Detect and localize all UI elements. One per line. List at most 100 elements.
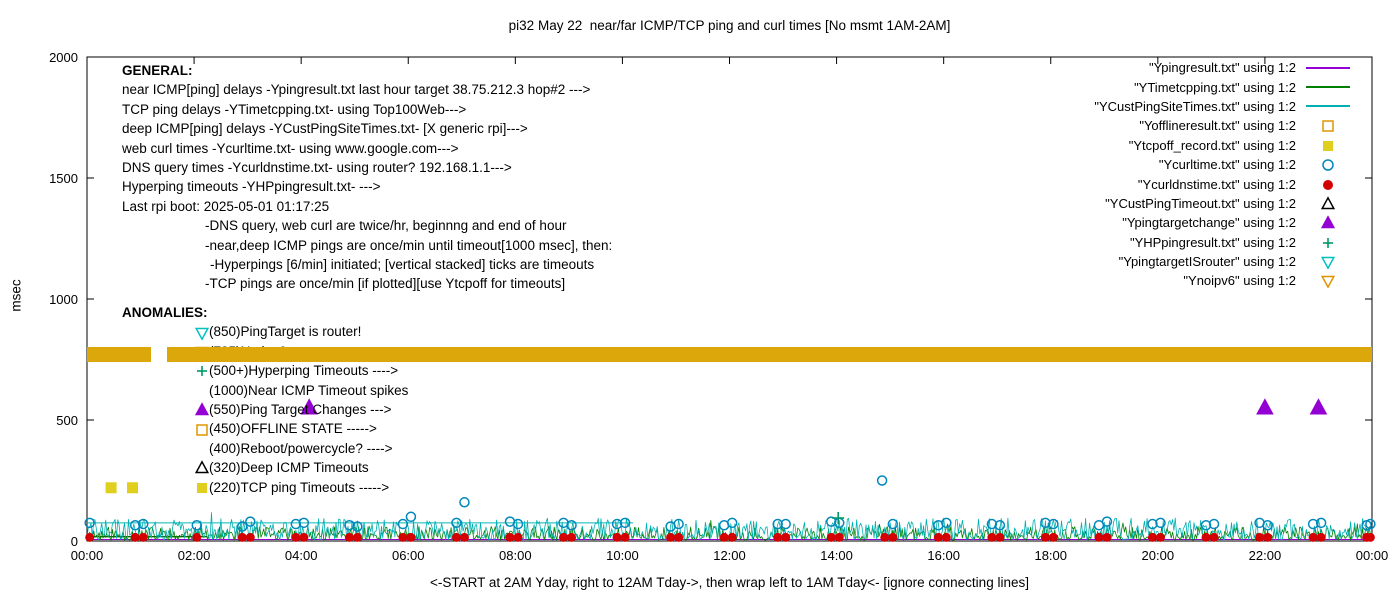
anomaly-item: (850)PingTarget is router! bbox=[193, 322, 408, 341]
chart-title: pi32 May 22 near/far ICMP/TCP ping and c… bbox=[508, 18, 951, 33]
x-tick-label: 02:00 bbox=[178, 548, 211, 563]
legend-sample bbox=[1302, 86, 1354, 89]
anomaly-item: (1000)Near ICMP Timeout spikes bbox=[193, 381, 408, 400]
legend-item: "YpingtargetISrouter" using 1:2 bbox=[1094, 252, 1354, 271]
square-filled-icon bbox=[193, 480, 209, 495]
anomalies-notes: ANOMALIES: (850)PingTarget is router! (735… bbox=[122, 303, 408, 497]
legend-item: "YTimetcpping.txt" using 1:2 bbox=[1094, 77, 1354, 96]
legend-sample bbox=[1302, 157, 1354, 172]
legend-label: "Ycurltime.txt" using 1:2 bbox=[1158, 157, 1296, 173]
tridown-open-icon bbox=[1320, 276, 1336, 289]
triangle-open-icon bbox=[1320, 196, 1336, 210]
legend-sample bbox=[1302, 254, 1354, 270]
line-sample-icon bbox=[1306, 105, 1350, 108]
x-tick-label: 10:00 bbox=[606, 548, 639, 563]
triangle-filled-icon bbox=[194, 402, 209, 416]
legend-label: "Ypingtargetchange" using 1:2 bbox=[1122, 215, 1296, 231]
legend-label: "YCustPingSiteTimes.txt" using 1:2 bbox=[1094, 98, 1296, 114]
legend-item: "Ypingresult.txt" using 1:2 bbox=[1094, 58, 1354, 77]
legend-sample bbox=[1302, 105, 1354, 108]
y-tick-label: 0 bbox=[71, 534, 78, 549]
line-sample-icon bbox=[1306, 86, 1350, 89]
general-heading: GENERAL: bbox=[122, 63, 193, 78]
x-axis-title: <-START at 2AM Yday, right to 12AM Tday-… bbox=[430, 575, 1029, 590]
circle-filled-icon bbox=[1323, 179, 1333, 190]
series-Ypingtargetchange bbox=[300, 398, 1328, 415]
x-tick-label: 18:00 bbox=[1034, 548, 1067, 563]
anomaly-text: (1000)Near ICMP Timeout spikes bbox=[209, 382, 409, 398]
triangle-open-icon bbox=[193, 460, 209, 475]
anomaly-text: (450)OFFLINE STATE -----> bbox=[209, 421, 377, 437]
legend-label: "Ynoipv6" using 1:2 bbox=[1183, 273, 1296, 289]
general-line: Last rpi boot: 2025-05-01 01:17:25 bbox=[122, 198, 330, 214]
legend-sample bbox=[1302, 177, 1354, 192]
line-sample-icon bbox=[1306, 66, 1350, 69]
legend-label: "YpingtargetISrouter" using 1:2 bbox=[1118, 254, 1296, 270]
anomaly-text: (850)PingTarget is router! bbox=[209, 324, 362, 340]
tridown-open-icon bbox=[193, 344, 209, 359]
y-tick-label: 1500 bbox=[49, 171, 78, 186]
x-tick-label: 16:00 bbox=[927, 548, 960, 563]
chart-legend: "Ypingresult.txt" using 1:2 "YTimetcpping… bbox=[1094, 58, 1354, 291]
legend-sample bbox=[1302, 235, 1354, 250]
legend-item: "Ytcpoff_record.txt" using 1:2 bbox=[1094, 136, 1354, 155]
plus-icon bbox=[1323, 237, 1333, 248]
x-tick-label: 08:00 bbox=[499, 548, 532, 563]
x-tick-label: 00:00 bbox=[1356, 548, 1389, 563]
legend-label: "Ycurldnstime.txt" using 1:2 bbox=[1137, 176, 1296, 192]
legend-item: "Ynoipv6" using 1:2 bbox=[1094, 271, 1354, 290]
legend-sample bbox=[1302, 273, 1354, 289]
x-tick-label: 00:00 bbox=[71, 548, 104, 563]
series-YHPpingresult.txt bbox=[832, 512, 845, 525]
general-line: Hyperping timeouts -YHPpingresult.txt- -… bbox=[122, 179, 381, 195]
x-tick-label: 22:00 bbox=[1249, 548, 1282, 563]
x-tick-label: 12:00 bbox=[713, 548, 746, 563]
legend-item: "YCustPingSiteTimes.txt" using 1:2 bbox=[1094, 97, 1354, 116]
legend-sample bbox=[1302, 118, 1354, 133]
anomaly-item: (220)TCP ping Timeouts -----> bbox=[193, 478, 408, 497]
axes: 00:00 02:00 04:00 06:00 08:00 10:00 12:00 14:00… bbox=[49, 50, 1388, 563]
legend-item: "YCustPingTimeout.txt" using 1:2 bbox=[1094, 194, 1354, 213]
anomaly-item: (450)OFFLINE STATE -----> bbox=[193, 419, 408, 438]
legend-sample bbox=[1302, 138, 1354, 153]
anomaly-item: (735)No ipv6 -----> bbox=[193, 342, 408, 361]
x-tick-label: 06:00 bbox=[392, 548, 425, 563]
y-tick-label: 2000 bbox=[49, 50, 78, 65]
anomaly-text: (220)TCP ping Timeouts -----> bbox=[209, 479, 390, 495]
anomaly-text: (500+)Hyperping Timeouts ----> bbox=[209, 363, 399, 379]
circle-open-icon bbox=[1322, 159, 1334, 171]
legend-item: "Ypingtargetchange" using 1:2 bbox=[1094, 213, 1354, 232]
anomalies-heading: ANOMALIES: bbox=[122, 305, 208, 320]
legend-label: "YTimetcpping.txt" using 1:2 bbox=[1134, 79, 1296, 95]
anomaly-text: (550)Ping Target Changes ---> bbox=[209, 401, 392, 417]
series-Ytcpoff_record.txt bbox=[105, 482, 139, 494]
x-tick-label: 04:00 bbox=[285, 548, 318, 563]
general-line: -DNS query, web curl are twice/hr, begin… bbox=[205, 218, 567, 234]
tridown-open-icon bbox=[1320, 256, 1336, 270]
legend-item: "Ycurldnstime.txt" using 1:2 bbox=[1094, 174, 1354, 193]
general-line: deep ICMP[ping] delays -YCustPingSiteTim… bbox=[122, 121, 528, 137]
anomaly-text: (735)No ipv6 -----> bbox=[209, 343, 321, 359]
legend-label: "YHPpingresult.txt" using 1:2 bbox=[1129, 234, 1296, 250]
square-filled-icon bbox=[197, 482, 207, 493]
legend-sample bbox=[1302, 66, 1354, 69]
x-tick-label: 20:00 bbox=[1142, 548, 1175, 563]
legend-label: "Ytcpoff_record.txt" using 1:2 bbox=[1128, 137, 1296, 153]
general-line: -Hyperpings [6/min] initiated; [vertical… bbox=[210, 257, 595, 273]
general-line: web curl times -Ycurltime.txt- using www… bbox=[122, 140, 459, 156]
legend-item: "Ycurltime.txt" using 1:2 bbox=[1094, 155, 1354, 174]
legend-item: "Yofflineresult.txt" using 1:2 bbox=[1094, 116, 1354, 135]
legend-sample bbox=[1302, 196, 1354, 211]
square-open-icon bbox=[193, 422, 209, 437]
general-notes: GENERAL: near ICMP[ping] delays -Ypingres… bbox=[122, 61, 612, 294]
general-line: -near,deep ICMP pings are once/min until… bbox=[205, 237, 613, 253]
plus-icon bbox=[197, 366, 207, 377]
legend-label: "Yofflineresult.txt" using 1:2 bbox=[1139, 118, 1296, 134]
square-open-icon bbox=[196, 423, 208, 436]
plus-icon bbox=[193, 363, 209, 378]
legend-sample bbox=[1302, 215, 1354, 230]
general-line: DNS query times -Ycurldnstime.txt- using… bbox=[122, 160, 512, 176]
y-tick-label: 1000 bbox=[49, 292, 78, 307]
